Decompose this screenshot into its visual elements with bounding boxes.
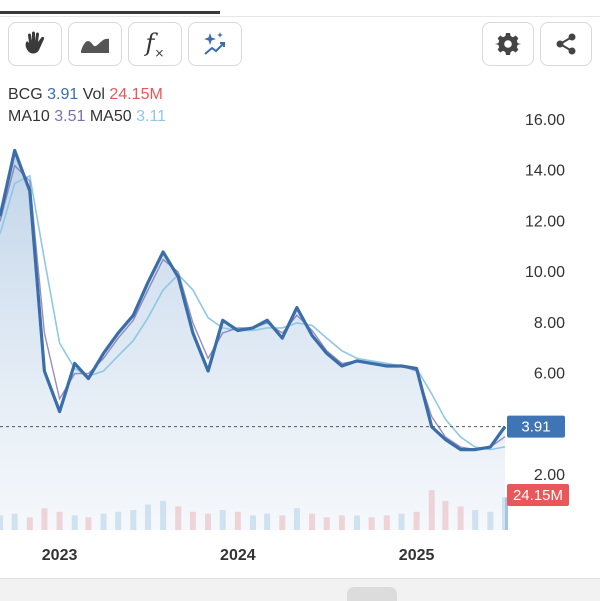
last-volume-badge-label: 24.15M <box>513 487 563 504</box>
y-tick-label: 12.00 <box>525 213 565 230</box>
ma50-label: MA50 <box>89 108 132 125</box>
function-icon: f× <box>145 28 165 60</box>
ma50-value: 3.11 <box>136 108 167 125</box>
y-tick-label: 14.00 <box>525 163 565 180</box>
ma10-value: 3.51 <box>54 108 86 125</box>
volume-label: Vol <box>82 86 105 103</box>
last-volume-badge: 24.15M <box>507 484 569 506</box>
price-value: 3.91 <box>47 86 79 103</box>
share-icon <box>556 33 576 55</box>
last-price-badge-label: 3.91 <box>521 419 550 436</box>
price-area-fill <box>0 150 505 530</box>
x-tick-label: 2025 <box>399 547 435 564</box>
y-tick-label: 8.00 <box>534 315 565 332</box>
gear-icon <box>495 33 521 55</box>
y-tick-label: 2.00 <box>534 467 565 484</box>
last-price-badge: 3.91 <box>507 415 565 438</box>
y-tick-label: 6.00 <box>534 366 565 383</box>
price-legend: BCG 3.91 Vol 24.15M <box>8 86 163 104</box>
x-tick-label: 2023 <box>42 547 78 564</box>
area-chart-icon <box>81 38 109 53</box>
indicators-button[interactable]: f× <box>128 22 182 66</box>
active-tab-indicator <box>0 11 220 14</box>
x-tick-label: 2024 <box>220 547 256 564</box>
ticker-symbol: BCG <box>8 86 43 103</box>
toolbar-divider <box>0 16 600 17</box>
settings-button[interactable] <box>482 22 534 66</box>
volume-value: 24.15M <box>109 86 163 103</box>
y-tick-label: 10.00 <box>525 264 565 281</box>
price-line <box>0 148 507 452</box>
ai-insights-button[interactable] <box>188 22 242 66</box>
ma-legend: MA10 3.51 MA50 3.11 <box>8 108 166 126</box>
hand-wave-icon <box>25 31 45 54</box>
y-tick-label: 16.00 <box>525 112 565 129</box>
sparkle-chart-icon <box>204 32 225 55</box>
drag-handle[interactable] <box>347 587 397 601</box>
ma10-label: MA10 <box>8 108 50 125</box>
bottom-sheet-handle-bar[interactable] <box>0 578 600 601</box>
share-button[interactable] <box>540 22 592 66</box>
chart-type-button[interactable] <box>68 22 122 66</box>
draw-tool-button[interactable] <box>8 22 62 66</box>
